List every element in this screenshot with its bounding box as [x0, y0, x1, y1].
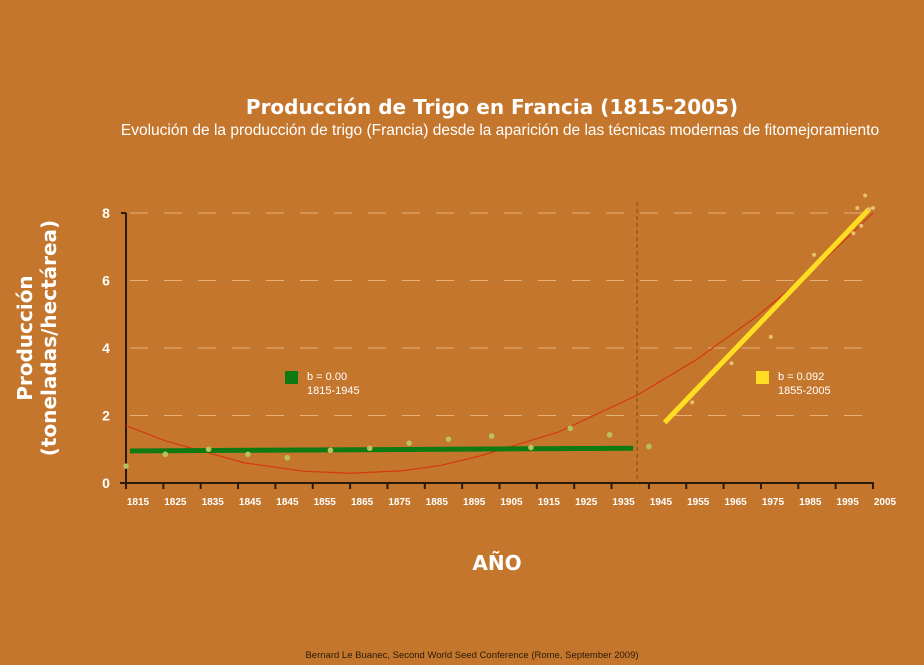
- y-tick-label: 6: [102, 273, 110, 289]
- y-axis-title-line1: Producción: [13, 275, 37, 400]
- data-point: [528, 444, 534, 451]
- x-tick-label: 1815: [127, 497, 150, 508]
- legend-range: 1815-1945: [307, 385, 360, 397]
- x-tick-label: 1965: [724, 497, 747, 508]
- trend-line-1855-2005: [662, 207, 871, 425]
- y-tick-label: 2: [102, 408, 110, 424]
- y-axis-title-line2: (toneladas/hectárea): [37, 220, 61, 456]
- x-tick-label: 1995: [837, 497, 860, 508]
- x-tick-label: 1955: [687, 497, 710, 508]
- x-tick-label: 1885: [426, 497, 449, 508]
- y-axis-title: Producción (toneladas/hectárea): [13, 220, 61, 456]
- data-point: [123, 463, 129, 469]
- legend-slope: b = 0.092: [778, 371, 824, 383]
- gridlines: [130, 212, 873, 416]
- data-point: [729, 361, 734, 366]
- data-point: [245, 451, 251, 458]
- data-point: [867, 207, 872, 212]
- data-point: [606, 431, 613, 438]
- x-tick-label: 1975: [762, 497, 785, 508]
- x-tick-label: 1935: [612, 497, 635, 508]
- data-point: [488, 433, 495, 439]
- legend-1815-1945: b = 0.00 1815-1945: [285, 371, 360, 397]
- data-point: [812, 252, 817, 257]
- x-tick-label: 1945: [650, 497, 673, 508]
- x-tick-label: 1875: [388, 497, 411, 508]
- y-tick-label: 8: [102, 205, 110, 221]
- data-point: [863, 193, 868, 198]
- legend-swatch-yellow: [756, 371, 769, 384]
- data-point: [768, 334, 773, 339]
- data-point: [851, 231, 856, 236]
- data-point: [690, 400, 695, 405]
- data-point: [646, 443, 652, 450]
- x-tick-label: 1845: [276, 497, 299, 508]
- footer-credit: Bernard Le Buanec, Second World Seed Con…: [305, 650, 638, 661]
- x-axis-title: AÑO: [472, 551, 521, 575]
- data-point: [567, 425, 574, 432]
- y-tick-label: 0: [102, 475, 110, 491]
- x-tick-label: 1845: [239, 497, 262, 508]
- legend-swatch-green: [285, 371, 298, 384]
- y-tick-labels: 0 2 4 6 8: [102, 205, 110, 491]
- x-tick-label: 1895: [463, 497, 486, 508]
- legend-range: 1855-2005: [778, 385, 831, 397]
- x-tick-label: 1915: [538, 497, 561, 508]
- x-tick-label: 1825: [164, 497, 187, 508]
- legend-1855-2005: b = 0.092 1855-2005: [756, 371, 831, 397]
- chart-subtitle: Evolución de la producción de trigo (Fra…: [121, 122, 879, 139]
- trend-lines: [129, 207, 871, 454]
- x-tick-label: 1865: [351, 497, 374, 508]
- x-tick-labels: 1815 1825 1835 1845 1845 1855 1865 1875 1885 1895…: [127, 497, 897, 508]
- trend-curve: [125, 212, 874, 474]
- data-point: [366, 445, 373, 452]
- x-tick-label: 1835: [202, 497, 225, 508]
- data-point: [859, 223, 864, 228]
- x-tick-label: 1925: [575, 497, 598, 508]
- x-tick-label: 2005: [874, 497, 897, 508]
- y-tick-label: 4: [102, 340, 110, 356]
- data-point: [445, 436, 452, 442]
- data-point: [284, 454, 290, 461]
- trend-line-1815-1945: [129, 445, 634, 454]
- chart-title: Producción de Trigo en Francia (1815-200…: [246, 95, 738, 119]
- data-point: [162, 451, 169, 458]
- data-point: [406, 440, 412, 446]
- x-tick-label: 1985: [799, 497, 822, 508]
- axes: [120, 202, 874, 489]
- data-point: [871, 205, 875, 210]
- quadratic-trend-curve: [125, 212, 874, 474]
- legend-slope: b = 0.00: [307, 371, 347, 383]
- data-point: [327, 447, 334, 454]
- data-points: [123, 193, 875, 469]
- x-tick-label: 1905: [500, 497, 523, 508]
- x-tick-label: 1855: [314, 497, 337, 508]
- data-point: [855, 205, 860, 210]
- data-point: [205, 446, 212, 453]
